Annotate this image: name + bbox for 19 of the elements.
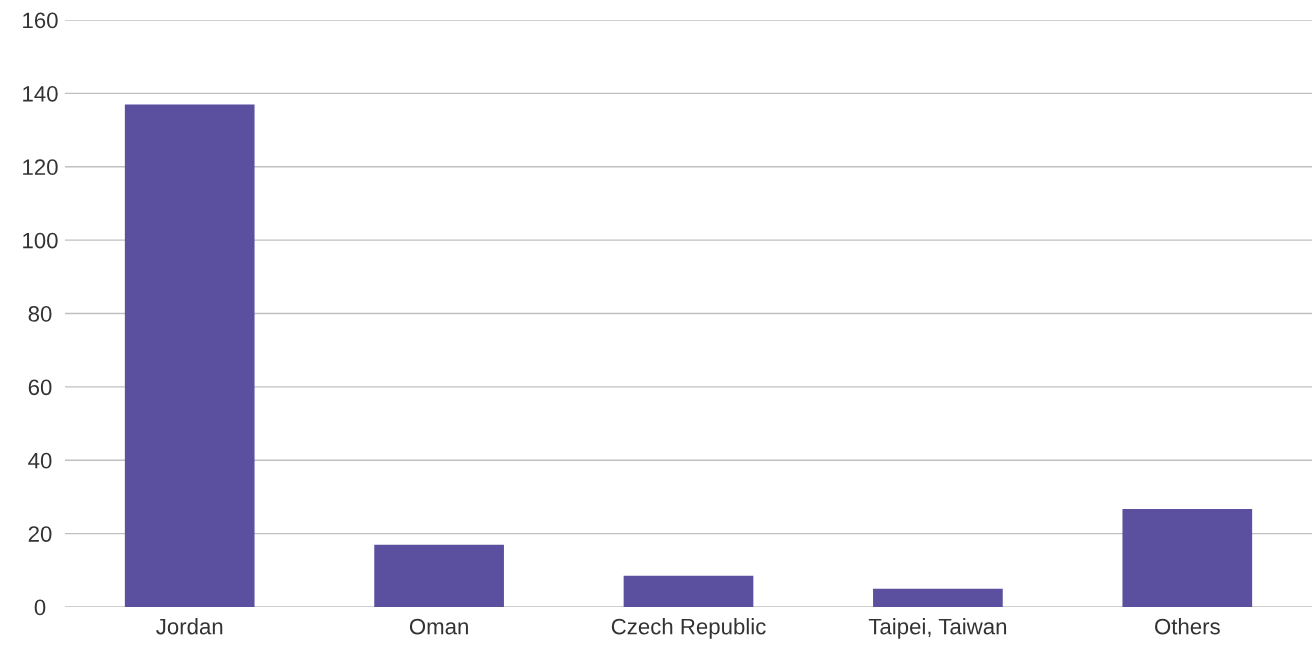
bar xyxy=(1122,509,1253,607)
x-tick-label: Czech Republic xyxy=(611,618,766,639)
bar xyxy=(374,544,504,607)
y-tick-label: 20 xyxy=(28,526,52,542)
bar xyxy=(873,588,1003,607)
x-tick-label: Oman xyxy=(409,618,468,635)
y-tick-label: 80 xyxy=(28,306,52,322)
y-tick-label: 160 xyxy=(23,12,58,29)
y-tick-label: 140 xyxy=(23,85,58,102)
y-tick-label: 40 xyxy=(28,452,52,469)
x-tick-label: Jordan xyxy=(156,618,223,635)
y-tick-label: 60 xyxy=(28,379,52,396)
bar xyxy=(623,575,754,607)
y-tick-label: 100 xyxy=(23,232,58,249)
x-tick-label: Taipei, Taiwan xyxy=(868,618,1007,639)
x-tick-label: Others xyxy=(1155,618,1220,635)
bar xyxy=(124,104,255,607)
y-tick-label: 0 xyxy=(34,599,46,616)
y-tick-label: 120 xyxy=(23,159,58,176)
